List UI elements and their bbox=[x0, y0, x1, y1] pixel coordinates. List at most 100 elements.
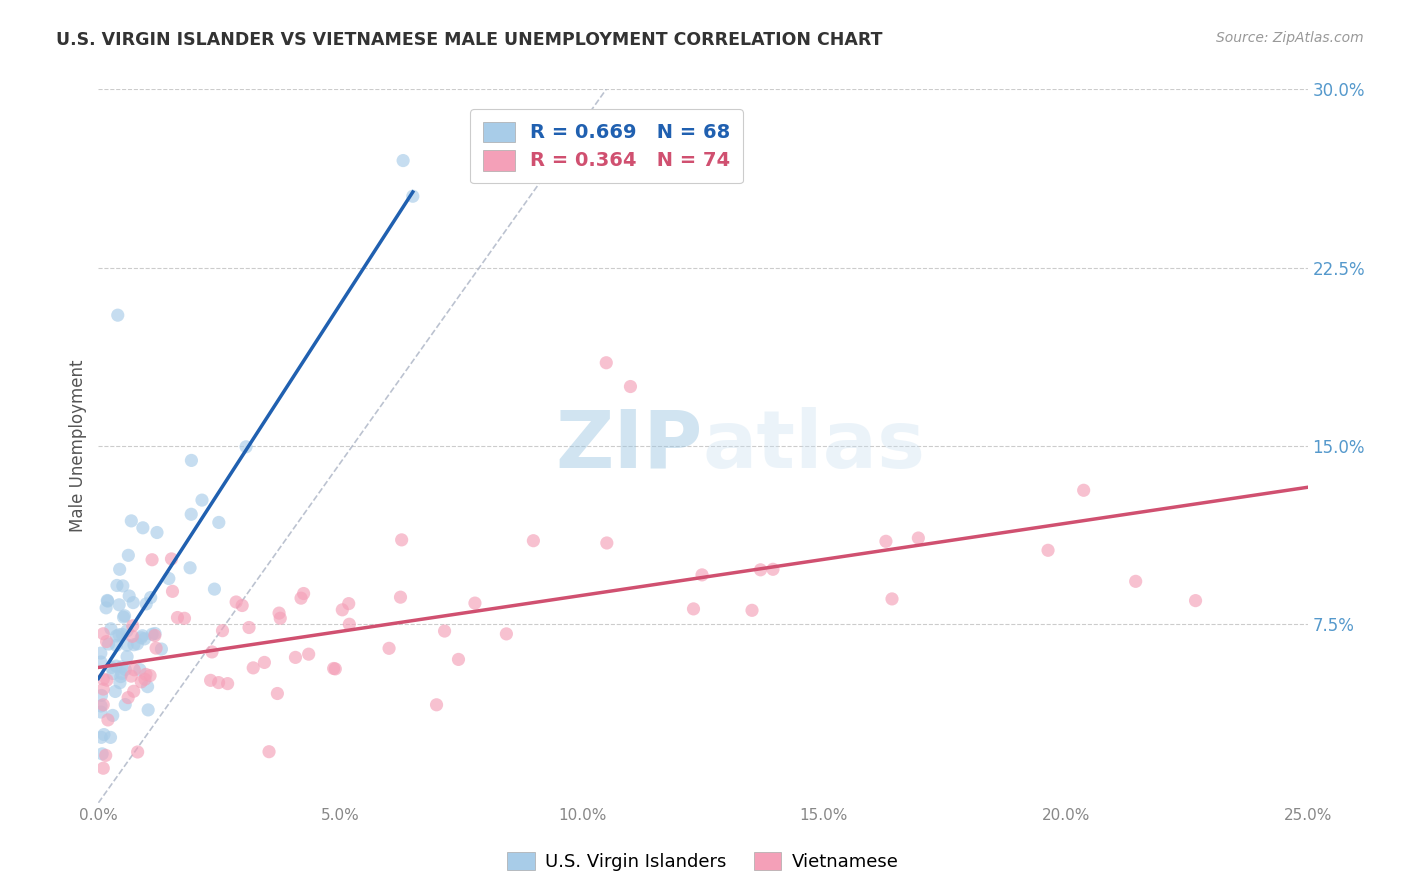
Text: Source: ZipAtlas.com: Source: ZipAtlas.com bbox=[1216, 31, 1364, 45]
Point bbox=[231, 599, 253, 613]
Point bbox=[225, 595, 247, 609]
Point bbox=[433, 624, 456, 638]
Point bbox=[267, 606, 290, 620]
Point bbox=[90, 731, 112, 745]
Point bbox=[257, 745, 280, 759]
Point bbox=[337, 597, 360, 611]
Point bbox=[322, 661, 344, 675]
Point bbox=[94, 600, 117, 615]
Point bbox=[690, 567, 713, 582]
Point bbox=[90, 689, 112, 703]
Point bbox=[323, 662, 346, 676]
Point bbox=[121, 629, 143, 643]
Point bbox=[120, 514, 142, 528]
Point bbox=[115, 649, 138, 664]
Point bbox=[122, 684, 145, 698]
Point bbox=[115, 624, 138, 638]
Point bbox=[741, 603, 763, 617]
Point bbox=[391, 533, 413, 547]
Point bbox=[1184, 593, 1206, 607]
Text: ZIP: ZIP bbox=[555, 407, 703, 485]
Point bbox=[96, 673, 118, 688]
Point bbox=[143, 628, 166, 642]
Point bbox=[619, 379, 641, 393]
Point bbox=[522, 533, 544, 548]
Point bbox=[105, 638, 128, 652]
Point bbox=[117, 690, 139, 705]
Point bbox=[136, 703, 159, 717]
Point bbox=[402, 189, 425, 203]
Point bbox=[91, 698, 114, 712]
Point bbox=[100, 622, 122, 636]
Point bbox=[495, 627, 517, 641]
Text: U.S. VIRGIN ISLANDER VS VIETNAMESE MALE UNEMPLOYMENT CORRELATION CHART: U.S. VIRGIN ISLANDER VS VIETNAMESE MALE … bbox=[56, 31, 883, 49]
Point bbox=[105, 629, 128, 643]
Point bbox=[134, 672, 156, 686]
Point bbox=[1125, 574, 1147, 589]
Point bbox=[596, 536, 619, 550]
Point bbox=[150, 642, 173, 657]
Point bbox=[91, 672, 114, 686]
Point bbox=[201, 645, 224, 659]
Point bbox=[96, 634, 118, 648]
Point bbox=[880, 591, 903, 606]
Point bbox=[180, 453, 202, 467]
Legend: R = 0.669   N = 68, R = 0.364   N = 74: R = 0.669 N = 68, R = 0.364 N = 74 bbox=[470, 109, 742, 183]
Point bbox=[242, 661, 264, 675]
Point bbox=[121, 619, 143, 633]
Point bbox=[101, 666, 124, 681]
Point bbox=[112, 610, 135, 624]
Point bbox=[595, 356, 617, 370]
Point bbox=[100, 660, 122, 674]
Point bbox=[266, 686, 288, 700]
Point bbox=[111, 579, 134, 593]
Point bbox=[143, 626, 166, 640]
Point bbox=[166, 610, 188, 624]
Point bbox=[907, 531, 929, 545]
Point bbox=[127, 745, 149, 759]
Point bbox=[136, 680, 159, 694]
Point bbox=[108, 675, 131, 690]
Point bbox=[90, 655, 112, 669]
Point bbox=[118, 589, 141, 603]
Point bbox=[115, 638, 138, 652]
Point bbox=[117, 549, 139, 563]
Point bbox=[122, 596, 145, 610]
Point bbox=[207, 675, 229, 690]
Point bbox=[235, 440, 257, 454]
Point bbox=[139, 668, 162, 682]
Point bbox=[108, 628, 131, 642]
Point bbox=[120, 669, 142, 683]
Point bbox=[97, 713, 120, 727]
Point bbox=[132, 521, 155, 535]
Point bbox=[298, 647, 321, 661]
Point bbox=[90, 705, 112, 719]
Point bbox=[94, 748, 117, 763]
Point bbox=[107, 308, 129, 322]
Point bbox=[160, 552, 183, 566]
Point bbox=[90, 698, 112, 713]
Point bbox=[114, 608, 136, 623]
Point bbox=[127, 637, 149, 651]
Point bbox=[217, 676, 239, 690]
Point bbox=[96, 593, 118, 607]
Point bbox=[131, 629, 153, 643]
Point bbox=[91, 681, 114, 696]
Point bbox=[108, 562, 131, 576]
Point bbox=[122, 663, 145, 677]
Point bbox=[180, 508, 202, 522]
Point bbox=[104, 684, 127, 698]
Point bbox=[111, 660, 134, 674]
Point bbox=[762, 562, 785, 576]
Point bbox=[97, 594, 120, 608]
Point bbox=[330, 603, 353, 617]
Point bbox=[134, 632, 156, 646]
Point bbox=[208, 516, 231, 530]
Point bbox=[135, 667, 157, 681]
Point bbox=[91, 626, 114, 640]
Point bbox=[337, 617, 360, 632]
Point bbox=[1036, 543, 1059, 558]
Legend: U.S. Virgin Islanders, Vietnamese: U.S. Virgin Islanders, Vietnamese bbox=[501, 845, 905, 879]
Point bbox=[204, 582, 226, 596]
Point bbox=[269, 611, 291, 625]
